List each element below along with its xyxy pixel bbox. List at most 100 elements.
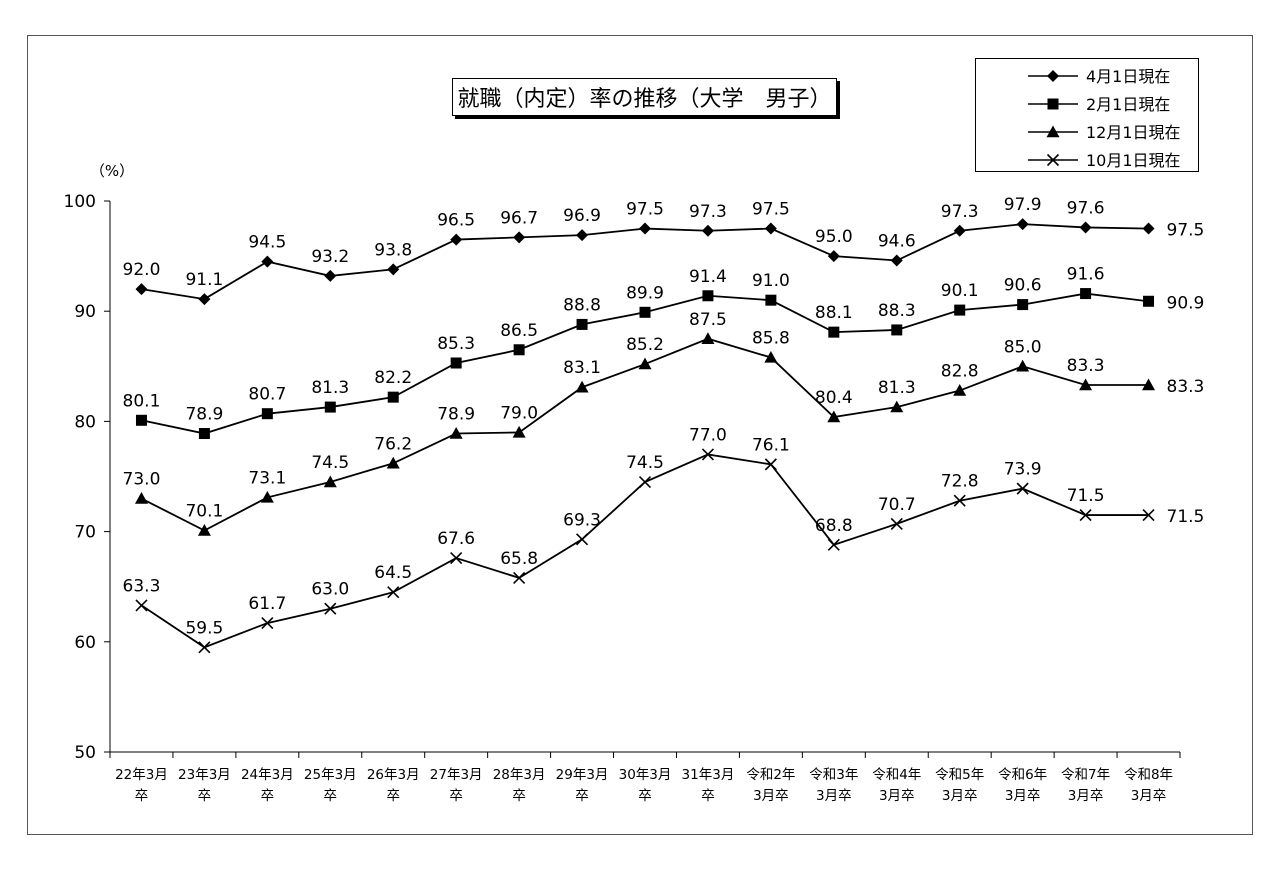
x-tick-label: 3月卒 (1005, 788, 1041, 804)
x-tick-label: 31年3月 (682, 767, 735, 783)
data-label: 68.8 (815, 516, 853, 536)
data-label: 63.3 (123, 576, 161, 596)
data-point (135, 283, 148, 296)
data-label: 96.5 (437, 211, 475, 231)
x-tick-label: 22年3月 (115, 767, 168, 783)
data-point (1017, 299, 1029, 311)
x-tick-label: 卒 (449, 788, 463, 804)
data-point (386, 456, 400, 469)
data-point (387, 263, 400, 276)
data-point (1142, 509, 1155, 522)
data-label: 83.1 (563, 358, 601, 378)
data-point (765, 294, 777, 306)
data-label: 91.1 (185, 270, 223, 290)
data-label: 80.7 (248, 385, 286, 405)
data-point (638, 357, 652, 370)
data-point (638, 475, 652, 489)
data-point (702, 290, 714, 302)
x-tick-label: 3月卒 (753, 788, 789, 804)
x-tick-label: 令和3年 (809, 767, 858, 783)
x-tick-label: 令和8年 (1124, 767, 1173, 783)
x-tick-label: 25年3月 (304, 767, 357, 783)
data-label: 96.9 (563, 206, 601, 226)
data-point (1016, 482, 1029, 495)
x-tick-label: 令和4年 (872, 767, 921, 783)
data-label: 91.6 (1067, 265, 1105, 285)
data-point (764, 350, 778, 363)
data-label: 79.0 (500, 403, 538, 423)
data-point (198, 293, 211, 306)
x-tick-label: 28年3月 (493, 767, 546, 783)
x-tick-label: 卒 (198, 788, 212, 804)
y-tick-label: 60 (74, 633, 96, 653)
data-label: 69.3 (563, 510, 601, 530)
x-tick-label: 3月卒 (1068, 788, 1104, 804)
data-point (764, 222, 777, 235)
data-point (323, 475, 337, 488)
data-label: 70.7 (878, 495, 916, 515)
data-label: 67.6 (437, 529, 475, 549)
data-point (449, 427, 463, 439)
data-point (953, 224, 966, 237)
data-label: 88.8 (563, 295, 601, 315)
data-point (450, 551, 463, 565)
data-point (576, 318, 588, 330)
data-label: 59.5 (185, 618, 223, 638)
data-label: 80.1 (123, 391, 161, 411)
data-label: 97.5 (1167, 221, 1205, 241)
data-point (827, 410, 841, 423)
data-label: 93.2 (311, 247, 349, 267)
x-tick-label: 卒 (135, 788, 149, 804)
data-label: 82.2 (374, 368, 412, 388)
x-tick-label: 30年3月 (619, 767, 672, 783)
data-label: 78.9 (437, 405, 475, 425)
data-point (827, 538, 840, 551)
data-point (701, 448, 715, 461)
data-label: 92.0 (123, 260, 161, 280)
data-label: 77.0 (689, 425, 727, 445)
chart-title: 就職（内定）率の推移（大学 男子） (452, 78, 837, 116)
data-point (1079, 378, 1093, 391)
data-point (324, 401, 336, 413)
x-tick-label: 23年3月 (178, 767, 231, 783)
data-label: 97.9 (1004, 195, 1042, 215)
data-label: 73.9 (1004, 460, 1042, 480)
data-point (1079, 509, 1092, 522)
data-label: 76.2 (374, 434, 412, 454)
data-point (1142, 222, 1155, 235)
data-point (197, 523, 211, 536)
data-label: 91.4 (689, 267, 727, 287)
x-tick-label: 卒 (386, 788, 400, 804)
data-point (198, 641, 211, 654)
legend-label: 2月1日現在 (1086, 95, 1170, 114)
data-label: 71.5 (1067, 486, 1105, 506)
data-point (261, 408, 273, 420)
data-label: 86.5 (500, 321, 538, 341)
data-label: 61.7 (248, 594, 286, 614)
data-label: 81.3 (878, 378, 916, 398)
data-label: 93.8 (374, 240, 412, 260)
data-label: 78.9 (185, 405, 223, 425)
data-label: 97.5 (752, 200, 790, 220)
data-label: 80.4 (815, 388, 853, 408)
data-label: 90.1 (941, 281, 979, 301)
data-label: 88.1 (815, 303, 853, 323)
y-tick-label: 80 (74, 412, 96, 432)
data-point (1143, 295, 1155, 307)
data-point (575, 380, 589, 393)
x-tick-label: 26年3月 (367, 767, 420, 783)
data-point (890, 517, 903, 530)
data-label: 82.8 (941, 362, 979, 382)
data-label: 74.5 (311, 453, 349, 473)
legend-label: 10月1日現在 (1086, 151, 1181, 170)
data-point (450, 357, 462, 369)
y-tick-label: 100 (64, 192, 96, 212)
data-point (260, 490, 274, 503)
data-label: 97.3 (689, 202, 727, 222)
data-label: 88.3 (878, 301, 916, 321)
data-point (387, 586, 400, 599)
data-point (1079, 221, 1092, 234)
legend (975, 58, 1199, 172)
data-point (513, 571, 526, 584)
